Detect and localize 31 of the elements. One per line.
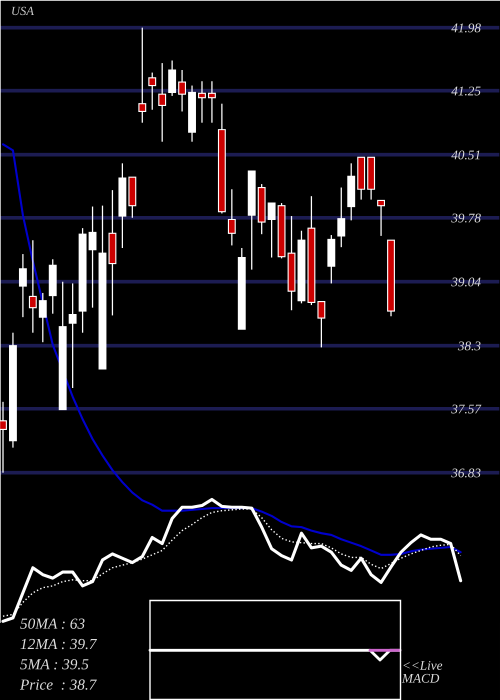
candlestick [158, 62, 166, 142]
candlestick [268, 202, 276, 258]
y-tick-label: 39.78 [451, 214, 481, 223]
annotation: 50MA : 63 [20, 618, 85, 629]
candlestick [168, 60, 176, 97]
text: Price : 38.7 [20, 679, 97, 690]
candlestick [138, 27, 146, 124]
candlestick [228, 188, 236, 246]
text: 5MA : 39.5 [20, 659, 88, 670]
candlestick [18, 253, 27, 318]
y-tick-label: 40.51 [451, 150, 480, 160]
candlestick [148, 72, 156, 110]
candlestick [28, 240, 37, 334]
candlestick [178, 69, 186, 112]
y-tick-label: 39.04 [451, 278, 481, 286]
y-tick-label: 41.25 [451, 86, 481, 96]
candlestick [317, 300, 326, 348]
y-tick-label: 37.57 [451, 404, 482, 414]
chart-title: USA [12, 6, 34, 16]
candlestick [198, 80, 206, 124]
candlestick [377, 200, 386, 237]
text: 12MA : 39.7 [20, 638, 98, 650]
y-tick-label: 38.3 [458, 341, 481, 350]
candlestick [38, 292, 47, 343]
candlestick [337, 186, 346, 248]
y-tick-label: 41.98 [451, 23, 481, 32]
text: <<Live MACD [402, 660, 442, 683]
candlestick [68, 282, 77, 389]
candlestick [88, 206, 96, 308]
candlestick [208, 80, 216, 124]
y-tick-label: 36.83 [451, 468, 481, 478]
